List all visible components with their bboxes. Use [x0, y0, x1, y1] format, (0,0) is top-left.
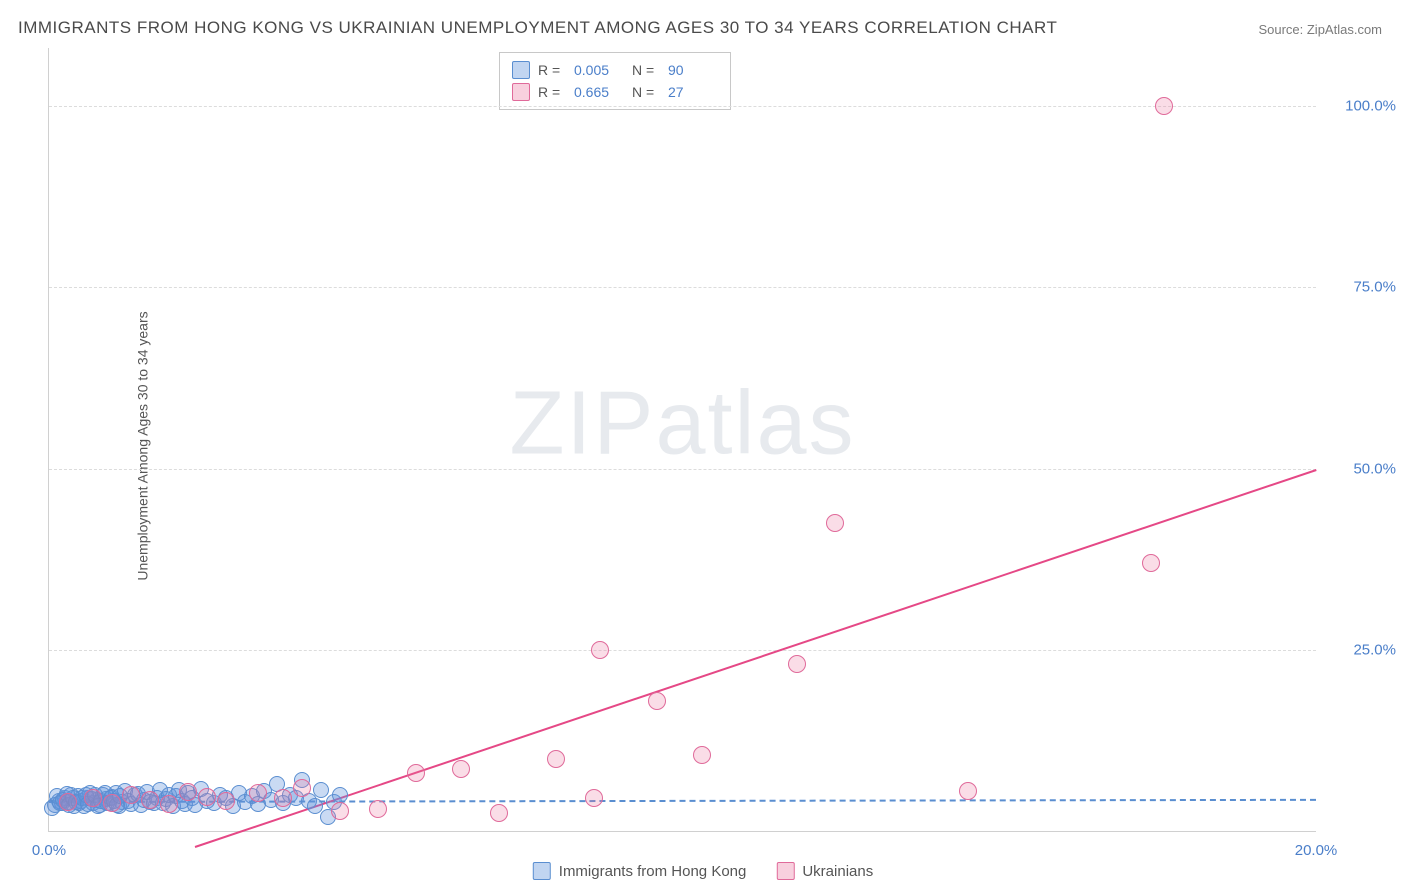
data-point-pink [84, 789, 102, 807]
n-label: N = [632, 62, 660, 78]
data-point-pink [585, 789, 603, 807]
swatch-pink-icon [512, 83, 530, 101]
legend-label: Ukrainians [802, 863, 873, 880]
data-point-pink [217, 792, 235, 810]
swatch-blue-icon [512, 61, 530, 79]
swatch-blue-icon [533, 862, 551, 880]
chart-title: IMMIGRANTS FROM HONG KONG VS UKRAINIAN U… [18, 18, 1057, 38]
y-tick-label: 75.0% [1353, 279, 1396, 296]
watermark-text: ZIPatlas [509, 372, 855, 475]
data-point-pink [198, 788, 216, 806]
n-label: N = [632, 84, 660, 100]
legend-label: Immigrants from Hong Kong [559, 863, 747, 880]
y-tick-label: 50.0% [1353, 460, 1396, 477]
data-point-pink [103, 794, 121, 812]
gridline [49, 650, 1316, 651]
x-tick-label: 0.0% [32, 842, 66, 859]
data-point-pink [407, 764, 425, 782]
r-value: 0.665 [574, 84, 624, 100]
gridline [49, 106, 1316, 107]
n-value: 90 [668, 62, 718, 78]
data-point-pink [369, 800, 387, 818]
x-tick-label: 20.0% [1295, 842, 1338, 859]
data-point-pink [293, 779, 311, 797]
gridline [49, 287, 1316, 288]
data-point-pink [788, 655, 806, 673]
gridline [49, 469, 1316, 470]
data-point-pink [331, 802, 349, 820]
data-point-blue [332, 787, 348, 803]
source-attribution: Source: ZipAtlas.com [1258, 22, 1382, 37]
data-point-pink [648, 692, 666, 710]
data-point-pink [249, 784, 267, 802]
r-label: R = [538, 84, 566, 100]
data-point-pink [591, 641, 609, 659]
data-point-pink [141, 791, 159, 809]
data-point-pink [274, 789, 292, 807]
legend-item-ukrainians: Ukrainians [776, 862, 873, 880]
y-tick-label: 100.0% [1345, 98, 1396, 115]
data-point-pink [693, 746, 711, 764]
data-point-pink [490, 804, 508, 822]
scatter-plot-area: ZIPatlas R = 0.005 N = 90 R = 0.665 N = … [48, 48, 1316, 832]
legend-row-hongkong: R = 0.005 N = 90 [512, 59, 718, 81]
correlation-legend: R = 0.005 N = 90 R = 0.665 N = 27 [499, 52, 731, 110]
swatch-pink-icon [776, 862, 794, 880]
data-point-pink [1155, 97, 1173, 115]
series-legend: Immigrants from Hong Kong Ukrainians [533, 862, 873, 880]
legend-item-hongkong: Immigrants from Hong Kong [533, 862, 747, 880]
trend-line-pink [194, 469, 1316, 848]
data-point-pink [179, 783, 197, 801]
r-value: 0.005 [574, 62, 624, 78]
data-point-pink [826, 514, 844, 532]
legend-row-ukrainians: R = 0.665 N = 27 [512, 81, 718, 103]
r-label: R = [538, 62, 566, 78]
data-point-pink [959, 782, 977, 800]
data-point-pink [59, 793, 77, 811]
data-point-pink [547, 750, 565, 768]
data-point-pink [122, 786, 140, 804]
y-tick-label: 25.0% [1353, 641, 1396, 658]
data-point-pink [160, 795, 178, 813]
n-value: 27 [668, 84, 718, 100]
data-point-pink [452, 760, 470, 778]
data-point-pink [1142, 554, 1160, 572]
